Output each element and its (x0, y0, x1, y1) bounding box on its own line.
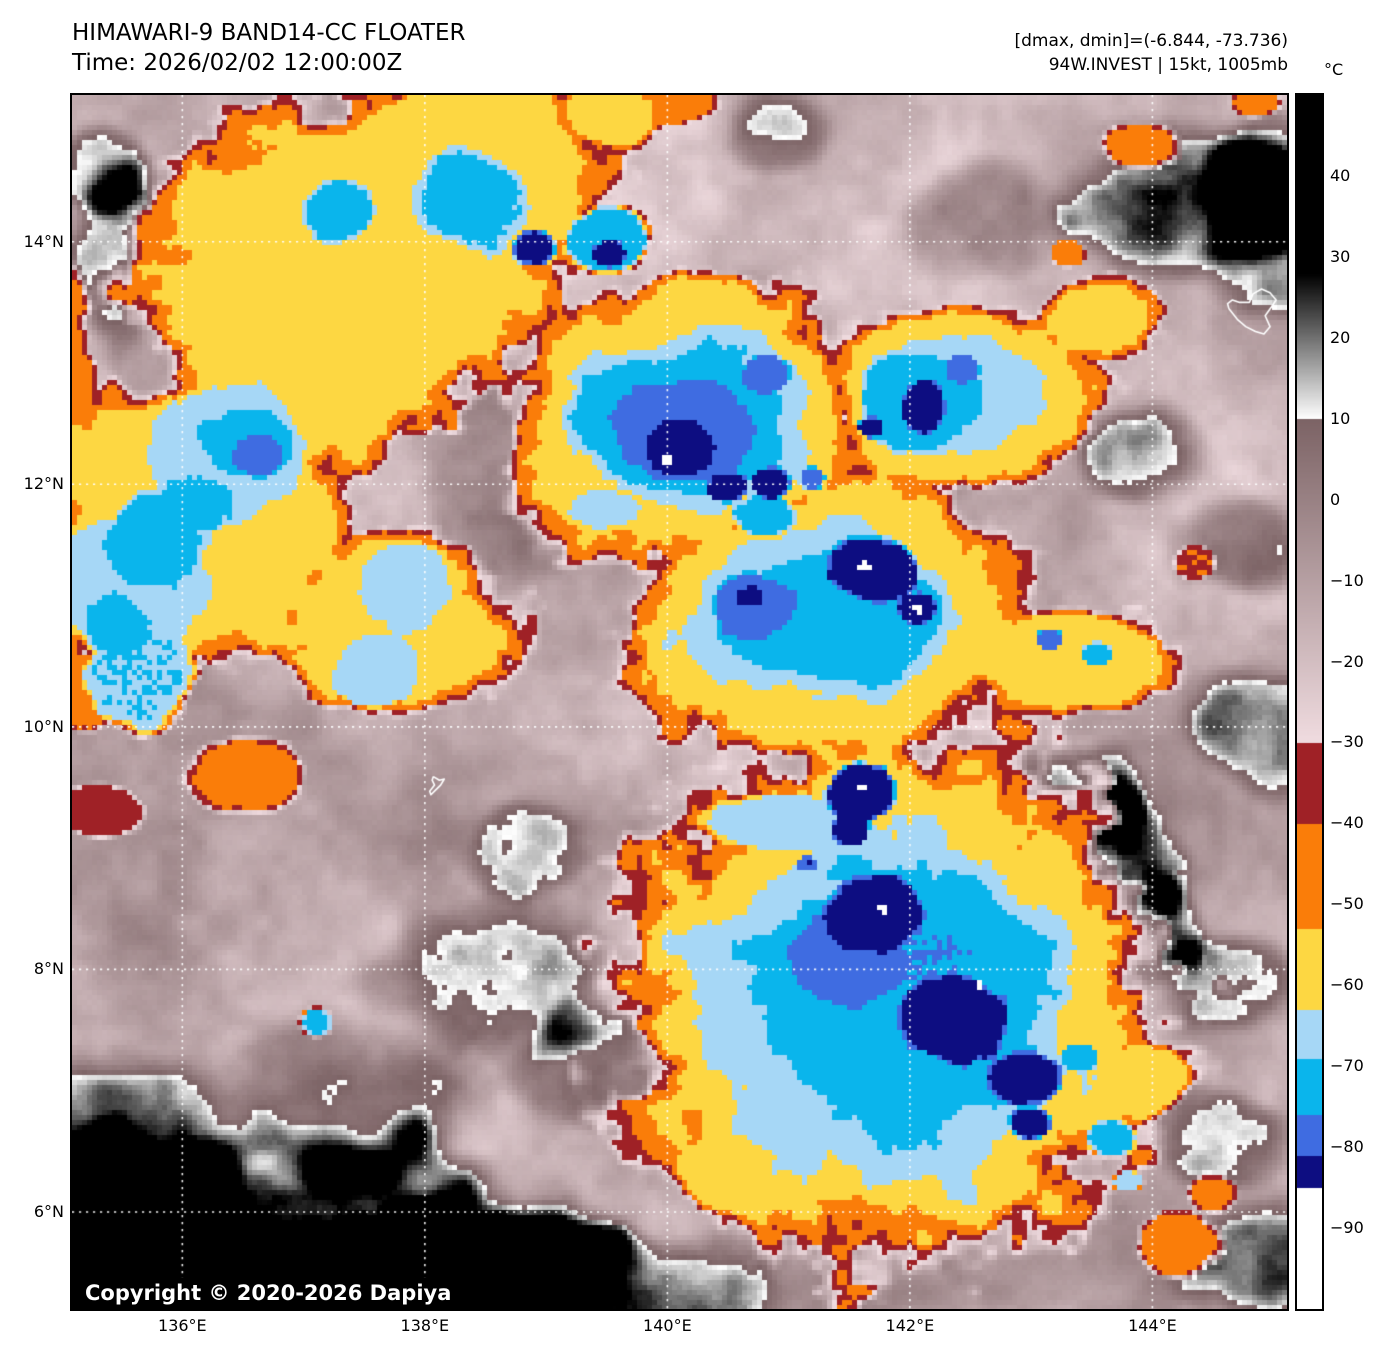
colorbar-tick-−20: −20 (1330, 651, 1364, 671)
lon-label-144°E: 144°E (1128, 1316, 1177, 1335)
colorbar-tick-−60: −60 (1330, 975, 1364, 995)
lon-label-136°E: 136°E (158, 1316, 207, 1335)
colorbar-canvas (1297, 95, 1322, 1309)
colorbar-tick-−90: −90 (1330, 1218, 1364, 1238)
page-title: HIMAWARI-9 BAND14-CC FLOATER (72, 20, 466, 46)
lat-label-14°N: 14°N (23, 231, 64, 251)
lat-label-10°N: 10°N (23, 716, 64, 736)
colorbar-tick-40: 40 (1330, 165, 1351, 185)
time-label: Time: 2026/02/02 12:00:00Z (72, 50, 403, 76)
lat-label-8°N: 8°N (33, 959, 64, 979)
copyright-watermark: Copyright © 2020-2026 Dapiya (74, 1278, 463, 1309)
colorbar-tick-−80: −80 (1330, 1137, 1364, 1157)
colorbar-tick-10: 10 (1330, 408, 1351, 428)
lat-label-6°N: 6°N (33, 1201, 64, 1221)
colorbar-unit-label: °C (1324, 60, 1344, 79)
annotation-block: [dmax, dmin]=(-6.844, -73.736) 94W.INVES… (1015, 29, 1289, 77)
colorbar-tick-30: 30 (1330, 246, 1351, 266)
colorbar-tick-0: 0 (1330, 489, 1341, 509)
lon-label-138°E: 138°E (400, 1316, 450, 1335)
colorbar-tick-−30: −30 (1330, 732, 1364, 752)
storm-info-annotation: 94W.INVEST | 15kt, 1005mb (1048, 55, 1288, 75)
satellite-map-canvas (72, 95, 1287, 1309)
colorbar-tick-−70: −70 (1330, 1056, 1364, 1076)
dmax-dmin-annotation: [dmax, dmin]=(-6.844, -73.736) (1014, 31, 1289, 51)
lon-label-142°E: 142°E (885, 1316, 935, 1335)
lat-label-12°N: 12°N (23, 474, 64, 494)
colorbar-tick-−50: −50 (1330, 894, 1364, 914)
colorbar-tick-20: 20 (1330, 327, 1351, 347)
colorbar-tick-−40: −40 (1330, 813, 1364, 833)
title-block: HIMAWARI-9 BAND14-CC FLOATER Time: 2026/… (72, 18, 465, 78)
lon-label-140°E: 140°E (643, 1316, 692, 1335)
colorbar-tick-−10: −10 (1330, 570, 1364, 590)
